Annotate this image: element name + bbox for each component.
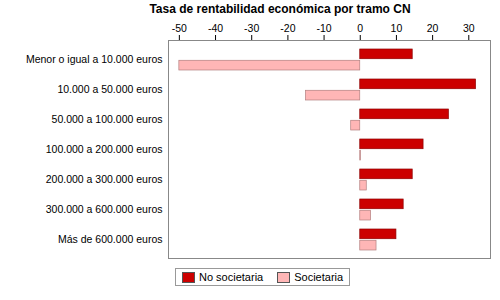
svg-text:10.000 a 50.000 euros: 10.000 a 50.000 euros	[57, 83, 162, 95]
svg-text:Más de 600.000 euros: Más de 600.000 euros	[58, 233, 163, 245]
html-text:Tasa de rentabilidad económica: Tasa de rentabilidad económica por tramo…	[149, 2, 411, 16]
svg-text:200.000 a 300.000 euros: 200.000 a 300.000 euros	[46, 173, 163, 185]
svg-text:-20: -20	[280, 22, 295, 34]
svg-text:0: 0	[357, 22, 363, 34]
svg-text:50.000 a 100.000 euros: 50.000 a 100.000 euros	[52, 113, 163, 125]
svg-text:-40: -40	[208, 22, 223, 34]
html-text:No societaria: No societaria	[199, 271, 264, 283]
svg-text:-50: -50	[172, 22, 187, 34]
svg-text:Menor o igual a 10.000 euros: Menor o igual a 10.000 euros	[26, 53, 163, 65]
svg-text:100.000 a 200.000 euros: 100.000 a 200.000 euros	[46, 143, 163, 155]
svg-text:-30: -30	[244, 22, 259, 34]
svg-text:-10: -10	[316, 22, 331, 34]
svg-text:20: 20	[427, 22, 439, 34]
html-text:Societaria: Societaria	[294, 271, 344, 283]
svg-text:300.000 a 600.000 euros: 300.000 a 600.000 euros	[46, 203, 163, 215]
svg-text:10: 10	[391, 22, 403, 34]
svg-text:30: 30	[463, 22, 475, 34]
